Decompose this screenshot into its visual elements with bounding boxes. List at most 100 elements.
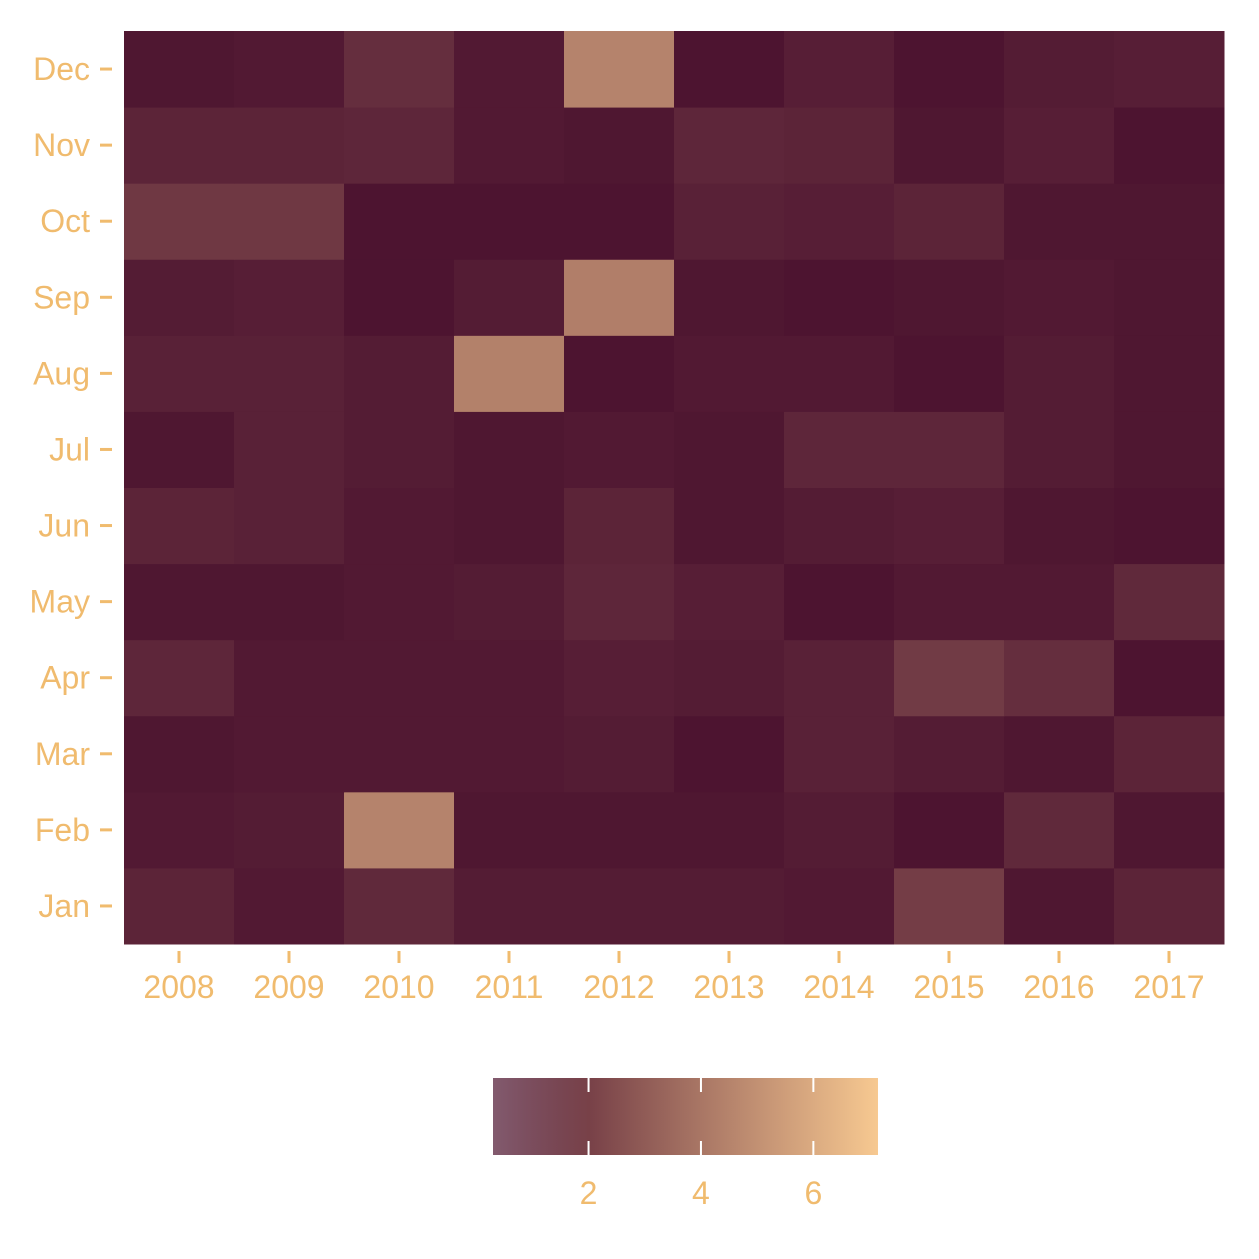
heatmap-cell-oct-2013 <box>674 183 785 260</box>
heatmap-cell-nov-2012 <box>564 107 675 184</box>
legend-tick-label: 6 <box>804 1175 822 1211</box>
heatmap-cell-oct-2010 <box>344 183 455 260</box>
heatmap-cell-may-2011 <box>454 563 565 641</box>
heatmap-cell-jan-2016 <box>1004 867 1115 945</box>
heatmap-cell-jan-2017 <box>1114 867 1225 945</box>
heatmap-cell-mar-2014 <box>784 715 895 793</box>
heatmap-cell-jun-2017 <box>1114 487 1225 565</box>
y-tick-label: Jun <box>38 508 90 544</box>
y-tick-label: May <box>30 584 90 620</box>
heatmap-cell-dec-2011 <box>454 31 565 108</box>
x-tick-label: 2009 <box>253 969 324 1005</box>
heatmap-cell-dec-2012 <box>564 31 675 108</box>
heatmap-cell-aug-2010 <box>344 335 455 412</box>
x-tick-label: 2015 <box>913 969 984 1005</box>
heatmap-cell-aug-2016 <box>1004 335 1115 412</box>
heatmap-cell-feb-2011 <box>454 791 565 869</box>
heatmap-cell-oct-2012 <box>564 183 675 260</box>
heatmap-cell-sep-2016 <box>1004 259 1115 336</box>
heatmap-cell-jan-2015 <box>894 867 1005 945</box>
heatmap-cell-jul-2013 <box>674 411 785 488</box>
heatmap-cell-jul-2014 <box>784 411 895 488</box>
heatmap-cell-dec-2017 <box>1114 31 1225 108</box>
heatmap-cell-feb-2012 <box>564 791 675 869</box>
y-tick-label: Oct <box>40 203 90 239</box>
heatmap-cell-apr-2015 <box>894 639 1005 717</box>
x-tick-label: 2014 <box>803 969 874 1005</box>
x-tick-label: 2008 <box>143 969 214 1005</box>
heatmap-cell-aug-2017 <box>1114 335 1225 412</box>
heatmap-cell-may-2012 <box>564 563 675 641</box>
heatmap-cell-oct-2016 <box>1004 183 1115 260</box>
heatmap-cell-nov-2010 <box>344 107 455 184</box>
x-axis: 2008 2009 2010 2011 2012 2013 2014 2015 2016 2017 <box>143 951 1205 1005</box>
heatmap-cell-feb-2017 <box>1114 791 1225 869</box>
heatmap-cell-dec-2013 <box>674 31 785 108</box>
heatmap-cell-jun-2014 <box>784 487 895 565</box>
x-tick-label: 2010 <box>363 969 434 1005</box>
heatmap-cell-feb-2008 <box>124 791 235 869</box>
heatmap-cell-apr-2013 <box>674 639 785 717</box>
heatmap-cell-nov-2015 <box>894 107 1005 184</box>
heatmap-cell-may-2017 <box>1114 563 1225 641</box>
heatmap-cell-nov-2017 <box>1114 107 1225 184</box>
heatmap-cell-nov-2013 <box>674 107 785 184</box>
heatmap-cell-nov-2014 <box>784 107 895 184</box>
heatmap-cell-may-2015 <box>894 563 1005 641</box>
heatmap-cell-may-2009 <box>234 563 345 641</box>
heatmap-cell-jul-2015 <box>894 411 1005 488</box>
x-tick-label: 2011 <box>475 969 544 1005</box>
heatmap-cell-jul-2008 <box>124 411 235 488</box>
heatmap-cell-nov-2008 <box>124 107 235 184</box>
y-tick-label: Apr <box>40 660 90 696</box>
legend-tick-label: 2 <box>580 1175 598 1211</box>
heatmap-cell-dec-2015 <box>894 31 1005 108</box>
x-tick-label: 2013 <box>693 969 764 1005</box>
heatmap-cell-oct-2015 <box>894 183 1005 260</box>
heatmap-cell-aug-2011 <box>454 335 565 412</box>
heatmap-cell-apr-2016 <box>1004 639 1115 717</box>
heatmap-cell-jan-2011 <box>454 867 565 945</box>
heatmap-cell-nov-2009 <box>234 107 345 184</box>
heatmap-cell-dec-2010 <box>344 31 455 108</box>
heatmap-cell-sep-2017 <box>1114 259 1225 336</box>
heatmap-cell-feb-2015 <box>894 791 1005 869</box>
heatmap-cell-mar-2016 <box>1004 715 1115 793</box>
heatmap-cell-oct-2009 <box>234 183 345 260</box>
heatmap-cell-apr-2008 <box>124 639 235 717</box>
y-tick-label: Aug <box>33 355 90 391</box>
heatmap-cell-mar-2012 <box>564 715 675 793</box>
heatmap-cell-nov-2016 <box>1004 107 1115 184</box>
heatmap-cell-nov-2011 <box>454 107 565 184</box>
heatmap-cell-jun-2013 <box>674 487 785 565</box>
heatmap-cell-mar-2008 <box>124 715 235 793</box>
heatmap-cell-may-2010 <box>344 563 455 641</box>
x-tick-label: 2017 <box>1133 969 1204 1005</box>
heatmap-cell-may-2016 <box>1004 563 1115 641</box>
heatmap-cell-jun-2016 <box>1004 487 1115 565</box>
heatmap-cell-jul-2016 <box>1004 411 1115 488</box>
heatmap-cell-feb-2014 <box>784 791 895 869</box>
heatmap-cell-aug-2013 <box>674 335 785 412</box>
heatmap-cell-may-2013 <box>674 563 785 641</box>
heatmap-cell-jan-2009 <box>234 867 345 945</box>
x-tick-label: 2012 <box>583 969 654 1005</box>
heatmap-cell-aug-2015 <box>894 335 1005 412</box>
heatmap-cell-jul-2011 <box>454 411 565 488</box>
heatmap-cell-oct-2008 <box>124 183 235 260</box>
heatmap-cell-sep-2015 <box>894 259 1005 336</box>
y-axis: Jan Feb Mar Apr May Jun Jul Aug Sep Oct Nov Dec <box>30 51 112 924</box>
y-tick-label: Sep <box>33 279 90 315</box>
heatmap-cell-aug-2009 <box>234 335 345 412</box>
heatmap-cell-apr-2009 <box>234 639 345 717</box>
heatmap-cells <box>124 31 1225 945</box>
heatmap-cell-mar-2015 <box>894 715 1005 793</box>
heatmap-cell-dec-2008 <box>124 31 235 108</box>
heatmap-cell-jun-2008 <box>124 487 235 565</box>
y-tick-label: Jul <box>49 431 90 467</box>
heatmap-cell-apr-2010 <box>344 639 455 717</box>
heatmap-cell-sep-2008 <box>124 259 235 336</box>
heatmap-cell-feb-2016 <box>1004 791 1115 869</box>
heatmap-cell-jul-2009 <box>234 411 345 488</box>
heatmap-cell-sep-2011 <box>454 259 565 336</box>
